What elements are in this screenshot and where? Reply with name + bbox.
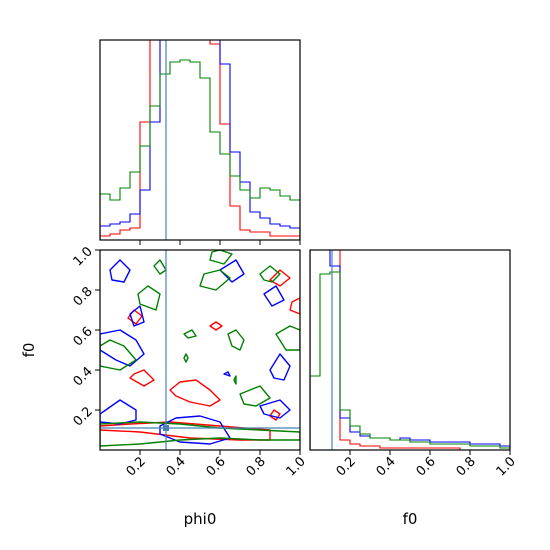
- contour-red-line: [269, 269, 291, 287]
- contour-blue-line: [223, 371, 231, 377]
- f0-histogram-series: [310, 250, 510, 450]
- contour-red-line: [289, 297, 300, 315]
- contour-xlabel: phi0: [184, 510, 217, 528]
- contour-green-line: [137, 285, 161, 311]
- contour-red-line: [269, 409, 281, 421]
- contour-series: [100, 250, 300, 447]
- contour-green-line: [233, 375, 237, 385]
- contour-green-line: [259, 265, 281, 283]
- contour-green-line: [199, 269, 231, 291]
- contour-blue-line: [129, 305, 145, 327]
- contour-truth-lines: [100, 250, 300, 450]
- contour-blue-line: [269, 353, 291, 381]
- contour-green-line: [275, 325, 300, 351]
- phi0-histogram-green-step: [100, 59, 300, 240]
- phi0-histogram-panel: [99, 39, 301, 245]
- contour-red-line: [169, 379, 221, 407]
- contour-green-line: [209, 250, 233, 265]
- contour-green-line: [239, 385, 271, 407]
- phi0-histogram-blue-step: [100, 40, 300, 240]
- phi0-histogram-ticks: [139, 240, 301, 245]
- f0-histogram-xlabel: f0: [403, 510, 418, 528]
- contour-green-line: [183, 353, 189, 363]
- contour-green-line: [183, 329, 197, 339]
- f0-histogram-green-step: [310, 271, 510, 450]
- phi0-histogram-series: [100, 40, 300, 240]
- contour-blue-line: [259, 399, 291, 419]
- phi0-histogram-red-step: [100, 40, 300, 240]
- f0-histogram-frame: [309, 249, 511, 451]
- contour-red-line: [209, 321, 223, 331]
- contour-green-line: [227, 329, 245, 351]
- contour-blue-line: [100, 399, 137, 425]
- contour-blue-line: [263, 285, 285, 307]
- phi0-histogram-frame: [99, 39, 301, 241]
- contour-blue-line: [219, 259, 245, 283]
- contour-truth-marker: [163, 425, 169, 431]
- contour-blue-line: [100, 329, 145, 367]
- contour-frame: [99, 249, 301, 451]
- contour-green-line: [100, 339, 137, 371]
- contour-blue-line: [109, 259, 131, 283]
- contour-red-line: [129, 369, 155, 387]
- contour-ylabel: f0: [20, 343, 38, 358]
- contour-green-line: [100, 421, 300, 447]
